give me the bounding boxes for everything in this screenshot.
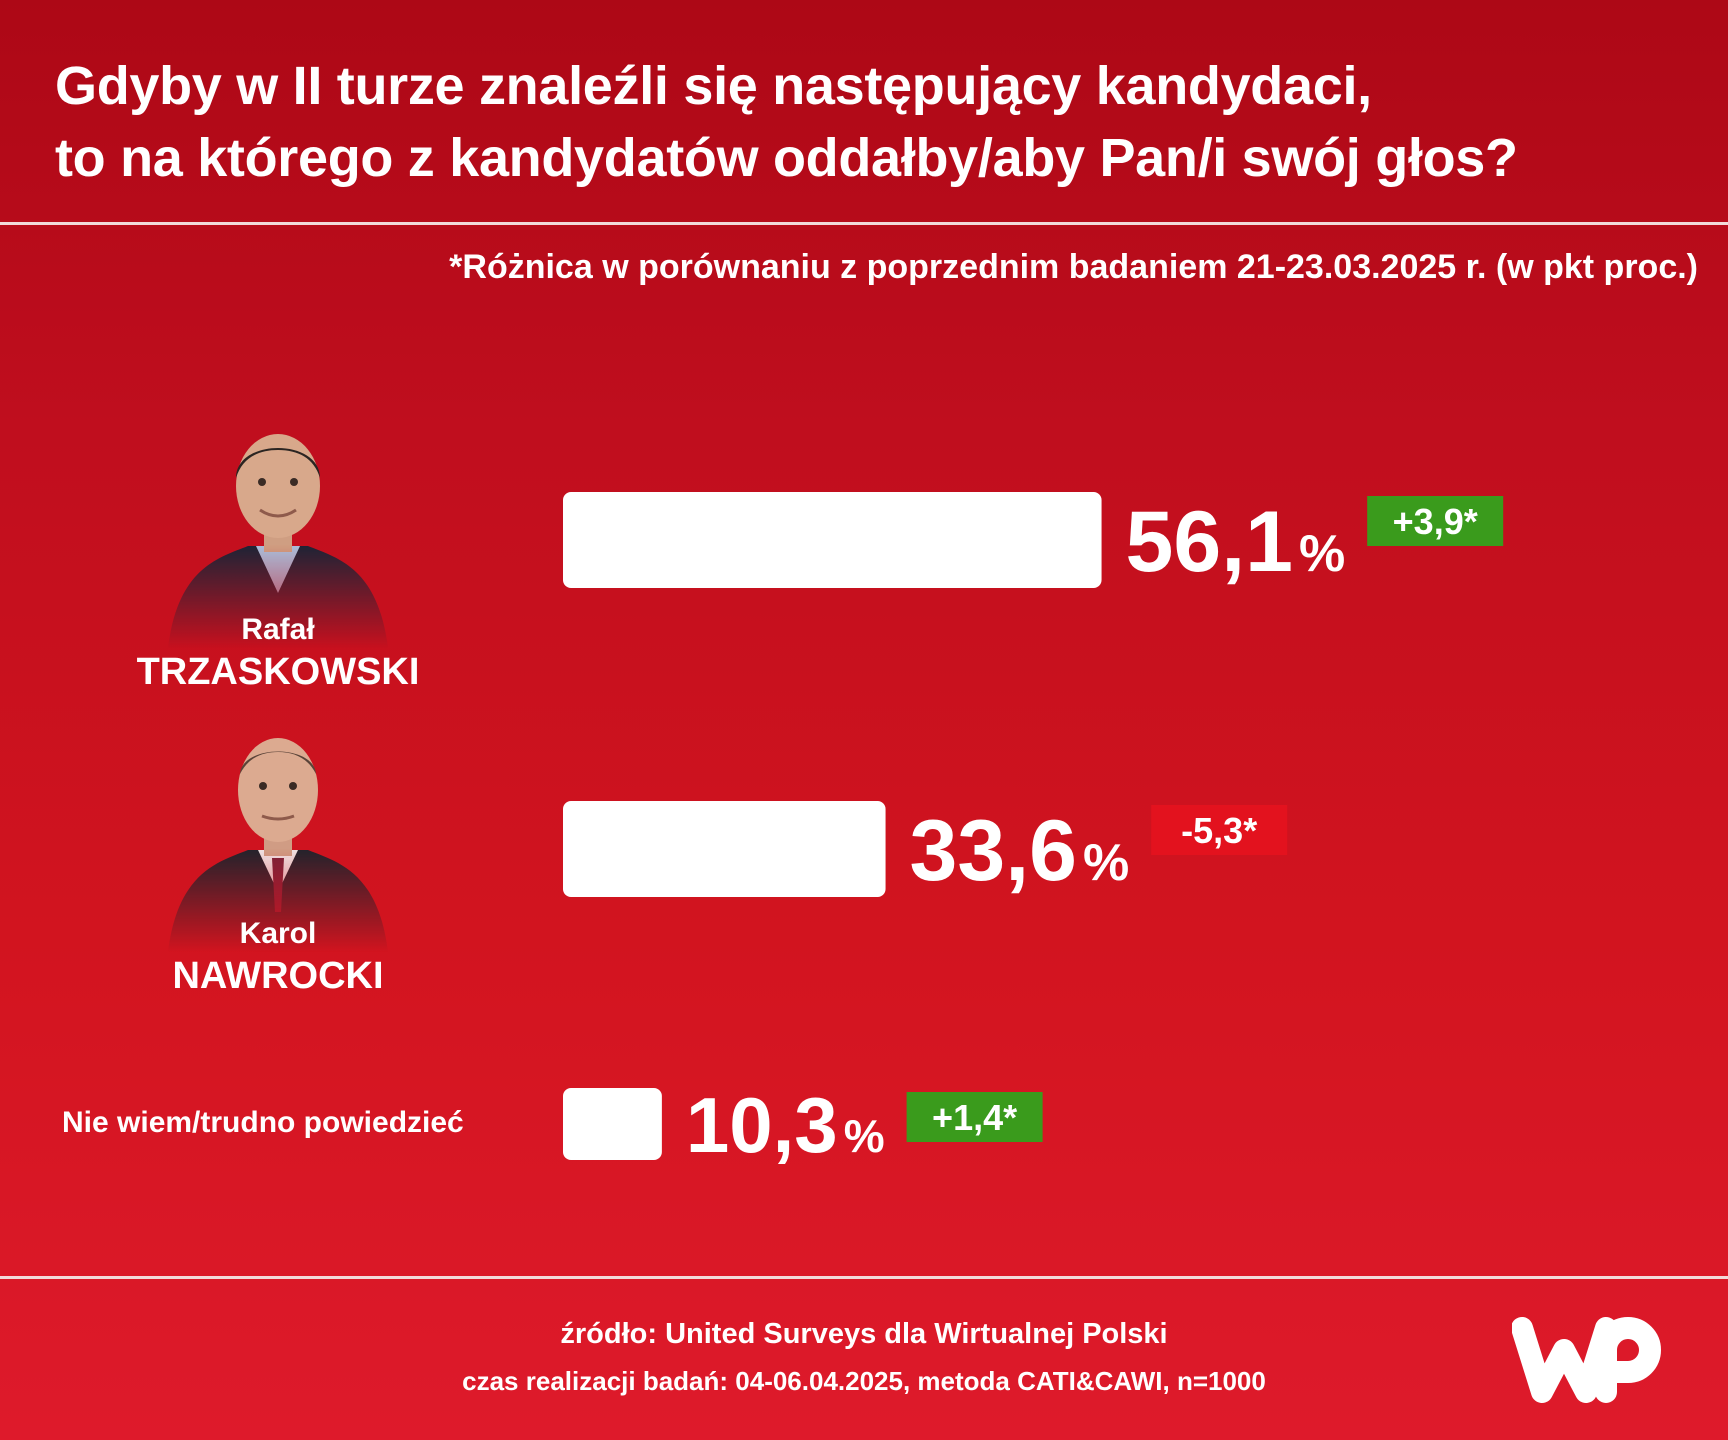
candidate-photo-trzaskowski [148, 418, 408, 648]
top-divider [0, 222, 1728, 225]
title-line-1: Gdyby w II turze znaleźli się następując… [55, 56, 1372, 116]
change-label-3: +1,4* [932, 1097, 1017, 1138]
source-text: źródło: United Surveys dla Wirtualnej Po… [560, 1318, 1168, 1350]
change-badge-1 [1367, 496, 1504, 546]
bar-2 [563, 801, 886, 897]
value-label-3: 10,3% [686, 1081, 885, 1169]
change-label-1: +3,9* [1393, 501, 1478, 542]
methodology-text: czas realizacji badań: 04-06.04.2025, me… [462, 1366, 1266, 1396]
candidate-first-name: Rafał [241, 613, 315, 646]
change-note: *Różnica w porównaniu z poprzednim badan… [449, 248, 1698, 286]
candidate-nawrocki: Karol NAWROCKI [128, 722, 428, 1000]
bar-1 [563, 492, 1102, 588]
change-badge-2 [1151, 805, 1288, 855]
title-line-2: to na którego z kandydatów oddałby/aby P… [55, 128, 1518, 188]
candidate-photo-nawrocki [148, 722, 408, 952]
change-label-2: -5,3* [1181, 810, 1257, 851]
undecided-label: Nie wiem/trudno powiedzieć [62, 1106, 464, 1139]
candidate-first-name: Karol [239, 917, 317, 950]
value-label-2: 33,6% [910, 803, 1130, 899]
candidate-last-name: TRZASKOWSKI [136, 651, 420, 693]
candidate-last-name: NAWROCKI [172, 955, 384, 997]
value-label-1: 56,1% [1126, 494, 1346, 590]
bottom-divider [0, 1276, 1728, 1279]
change-badge-3 [906, 1092, 1043, 1142]
bar-3 [563, 1088, 662, 1160]
wp-logo [1512, 1317, 1661, 1403]
chart-title: Gdyby w II turze znaleźli się następując… [55, 50, 1695, 194]
candidate-trzaskowski: Rafał TRZASKOWSKI [128, 418, 428, 696]
